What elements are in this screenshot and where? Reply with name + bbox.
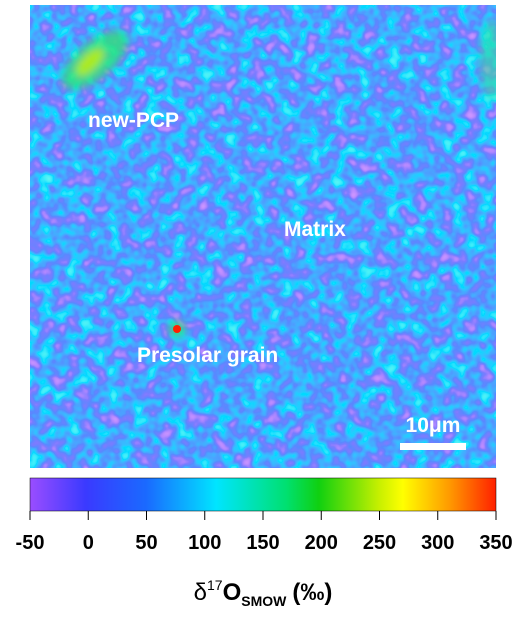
colorbar [29, 477, 497, 512]
map-label: Matrix [284, 218, 346, 241]
map-label: Presolar grain [137, 344, 278, 367]
label-subscript: SMOW [241, 593, 287, 609]
label-superscript: 17 [207, 577, 223, 593]
scale-bar [400, 443, 466, 450]
tick-label: 350 [479, 532, 512, 554]
tick-label: -50 [16, 532, 45, 554]
label-element: O [223, 579, 242, 606]
tick-label: 100 [188, 532, 221, 554]
presolar-grain-spot [173, 325, 181, 333]
tick-label: 200 [305, 532, 338, 554]
colorbar-ticks: -50 0 50 100 150 200 250 300 350 [16, 511, 513, 554]
scale-bar-label: 10μm [406, 414, 461, 437]
tick-label: 50 [135, 532, 157, 554]
tick-label: 150 [246, 532, 279, 554]
tick-label: 300 [421, 532, 454, 554]
map-noise [30, 5, 496, 468]
hotspots [62, 20, 496, 337]
label-symbol: δ [194, 579, 207, 606]
colorbar-label: δ17OSMOW (‰) [194, 577, 333, 609]
map-label: new-PCP [88, 109, 179, 132]
tick-label: 0 [83, 532, 94, 554]
label-unit: (‰) [292, 579, 332, 606]
isotope-map [30, 5, 496, 468]
tick-label: 250 [363, 532, 396, 554]
